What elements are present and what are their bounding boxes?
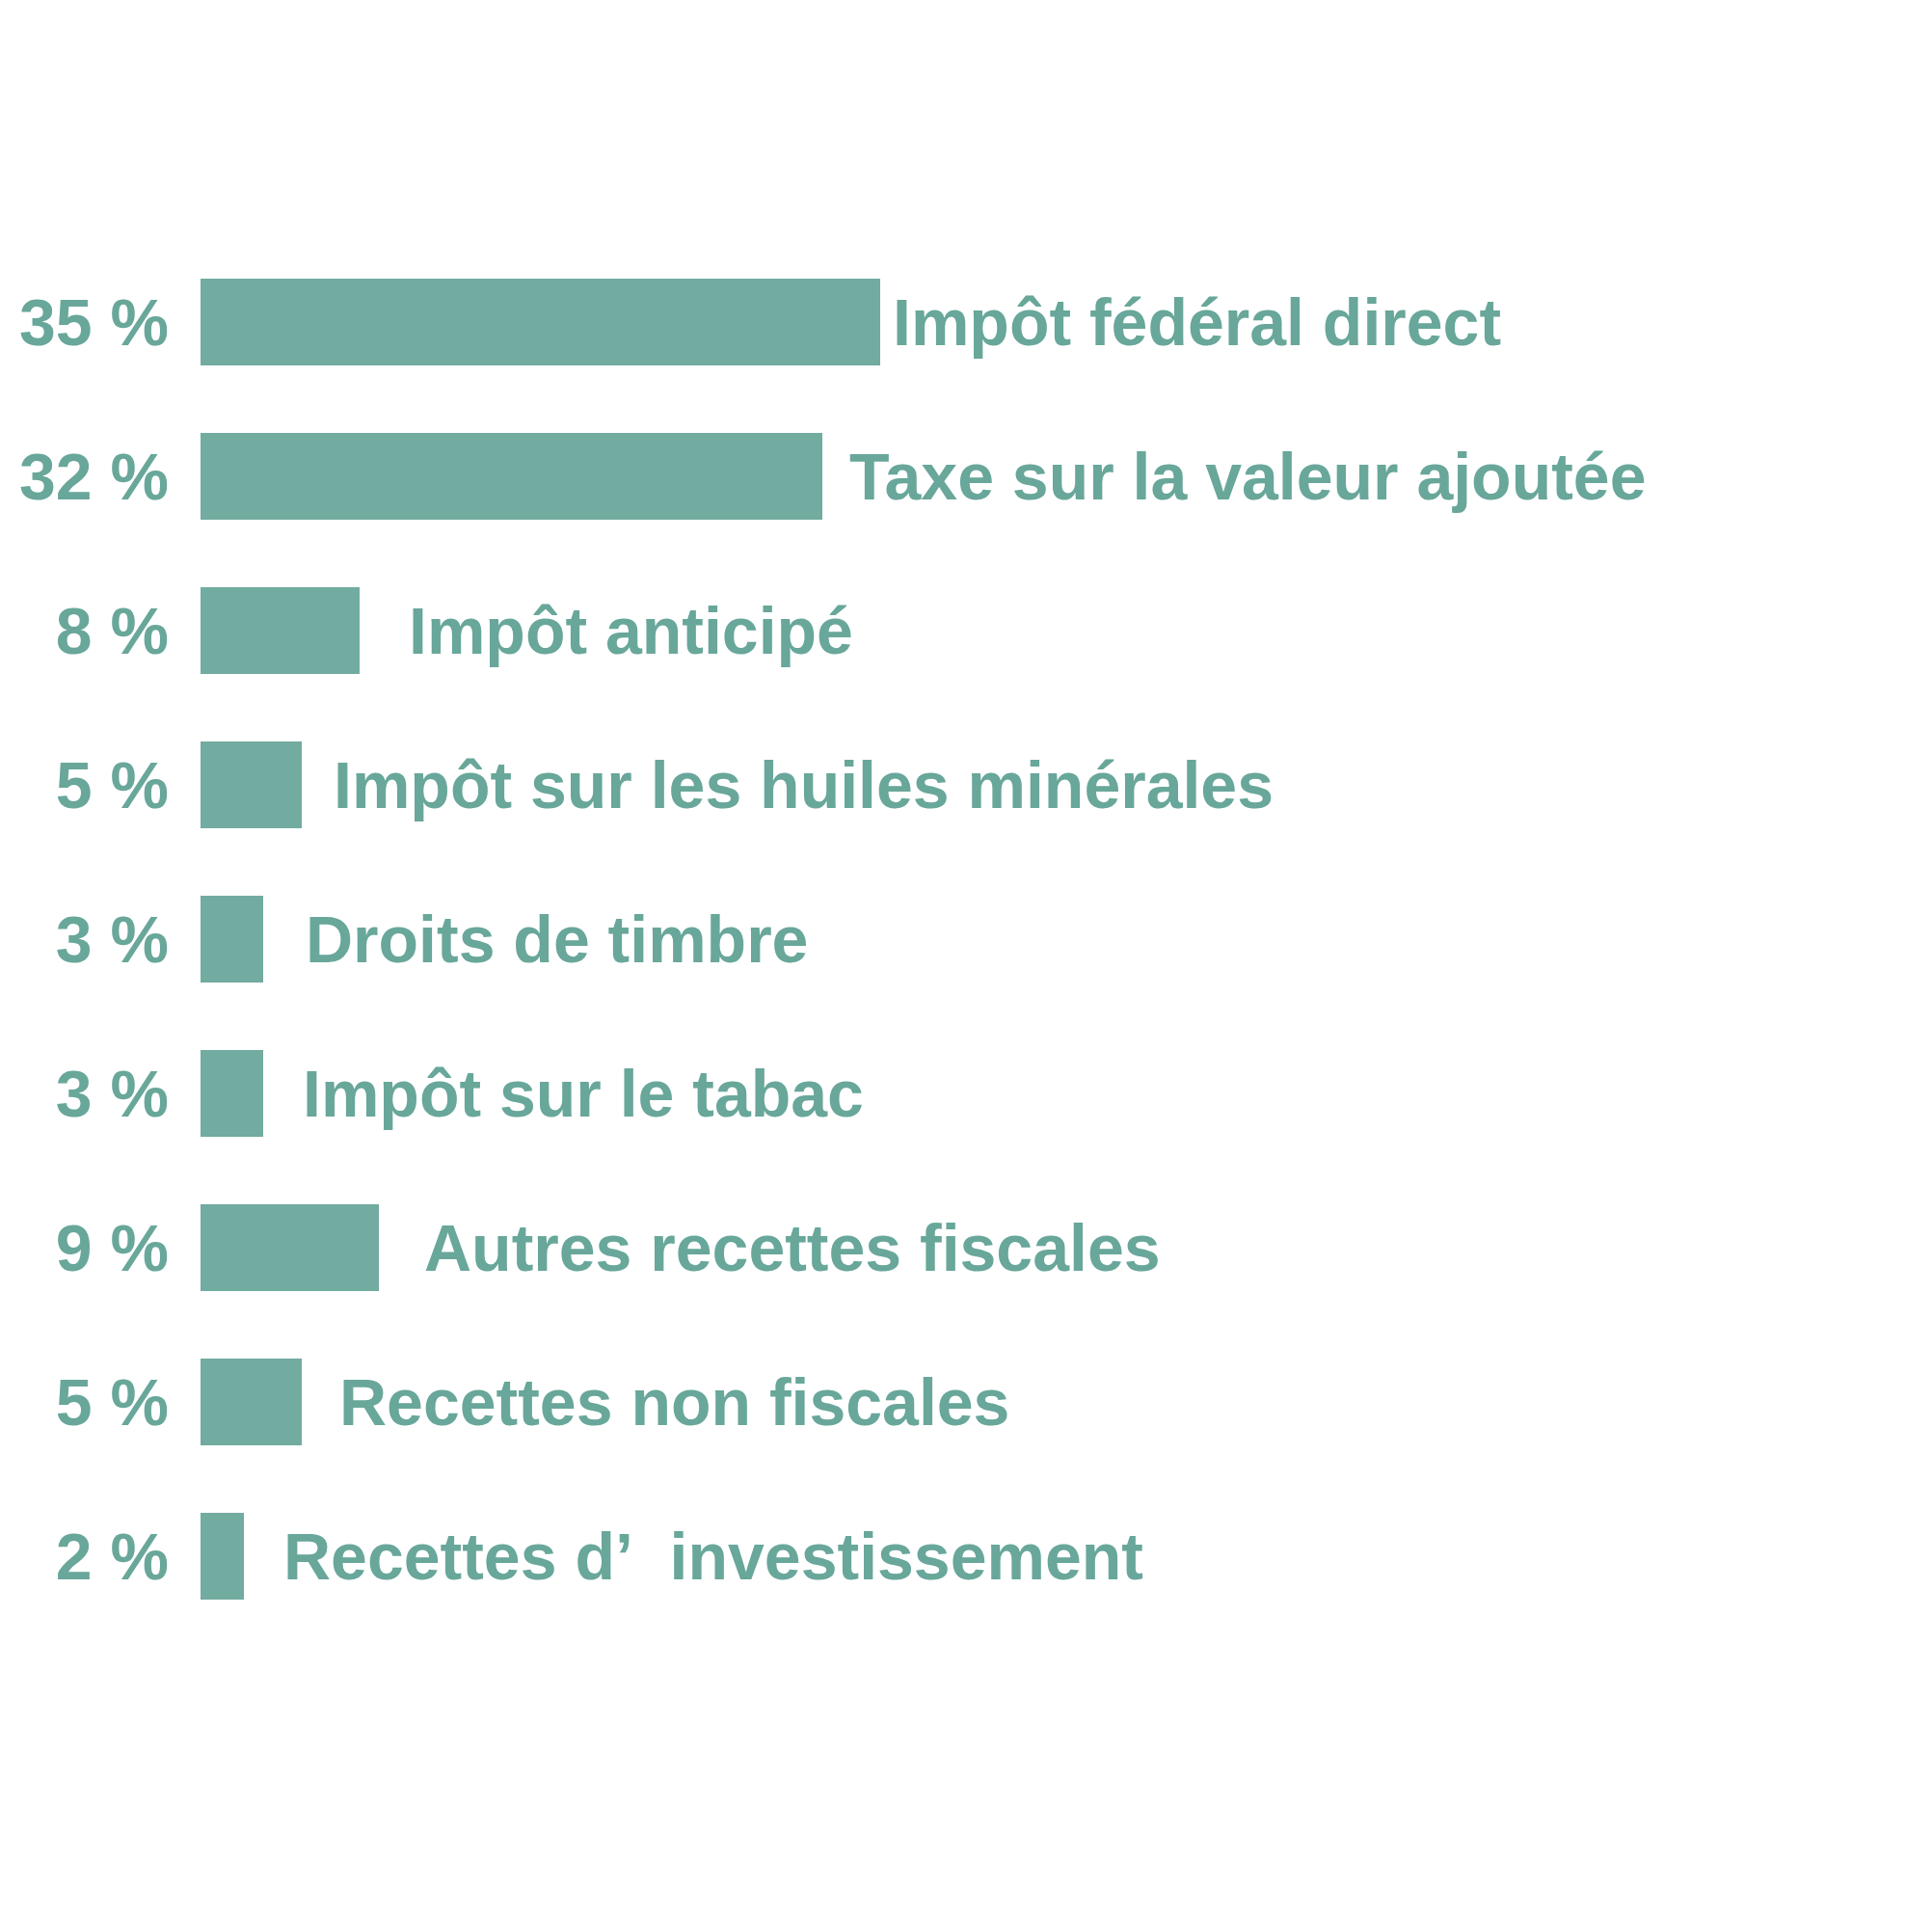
chart-row: 9 % Autres recettes fiscales xyxy=(0,1204,1932,1291)
bar xyxy=(201,741,302,828)
chart-row: 3 % Droits de timbre xyxy=(0,896,1932,983)
chart-row: 32 % Taxe sur la valeur ajoutée xyxy=(0,433,1932,520)
chart-row: 5 % Impôt sur les huiles minérales xyxy=(0,741,1932,828)
chart-rows: 35 % Impôt fédéral direct 32 % Taxe sur … xyxy=(0,279,1932,1600)
chart-row: 3 % Impôt sur le tabac xyxy=(0,1050,1932,1137)
bar xyxy=(201,1050,263,1137)
bar xyxy=(201,1359,302,1445)
value-label: 8 % xyxy=(0,598,169,663)
value-label: 9 % xyxy=(0,1215,169,1280)
category-label: Impôt sur les huiles minérales xyxy=(334,752,1274,818)
chart-row: 35 % Impôt fédéral direct xyxy=(0,279,1932,365)
bar xyxy=(201,587,360,674)
bar xyxy=(201,279,880,365)
category-label: Taxe sur la valeur ajoutée xyxy=(849,444,1646,509)
category-label: Recettes non fiscales xyxy=(339,1369,1009,1435)
value-label: 32 % xyxy=(0,444,169,509)
bar xyxy=(201,1204,379,1291)
value-label: 5 % xyxy=(0,1369,169,1435)
value-label: 5 % xyxy=(0,752,169,818)
chart-row: 2 % Recettes d’ investissement xyxy=(0,1513,1932,1600)
bar xyxy=(201,433,822,520)
bar xyxy=(201,1513,244,1600)
category-label: Impôt anticipé xyxy=(409,598,853,663)
category-label: Recettes d’ investissement xyxy=(283,1523,1143,1589)
category-label: Droits de timbre xyxy=(306,906,808,972)
category-label: Autres recettes fiscales xyxy=(424,1215,1161,1280)
chart-row: 5 % Recettes non fiscales xyxy=(0,1359,1932,1445)
value-label: 35 % xyxy=(0,289,169,355)
category-label: Impôt fédéral direct xyxy=(893,289,1501,355)
value-label: 3 % xyxy=(0,906,169,972)
chart-row: 8 % Impôt anticipé xyxy=(0,587,1932,674)
value-label: 3 % xyxy=(0,1061,169,1126)
revenue-bar-chart: 35 % Impôt fédéral direct 32 % Taxe sur … xyxy=(0,279,1932,1667)
value-label: 2 % xyxy=(0,1523,169,1589)
category-label: Impôt sur le tabac xyxy=(303,1061,864,1126)
bar xyxy=(201,896,263,983)
